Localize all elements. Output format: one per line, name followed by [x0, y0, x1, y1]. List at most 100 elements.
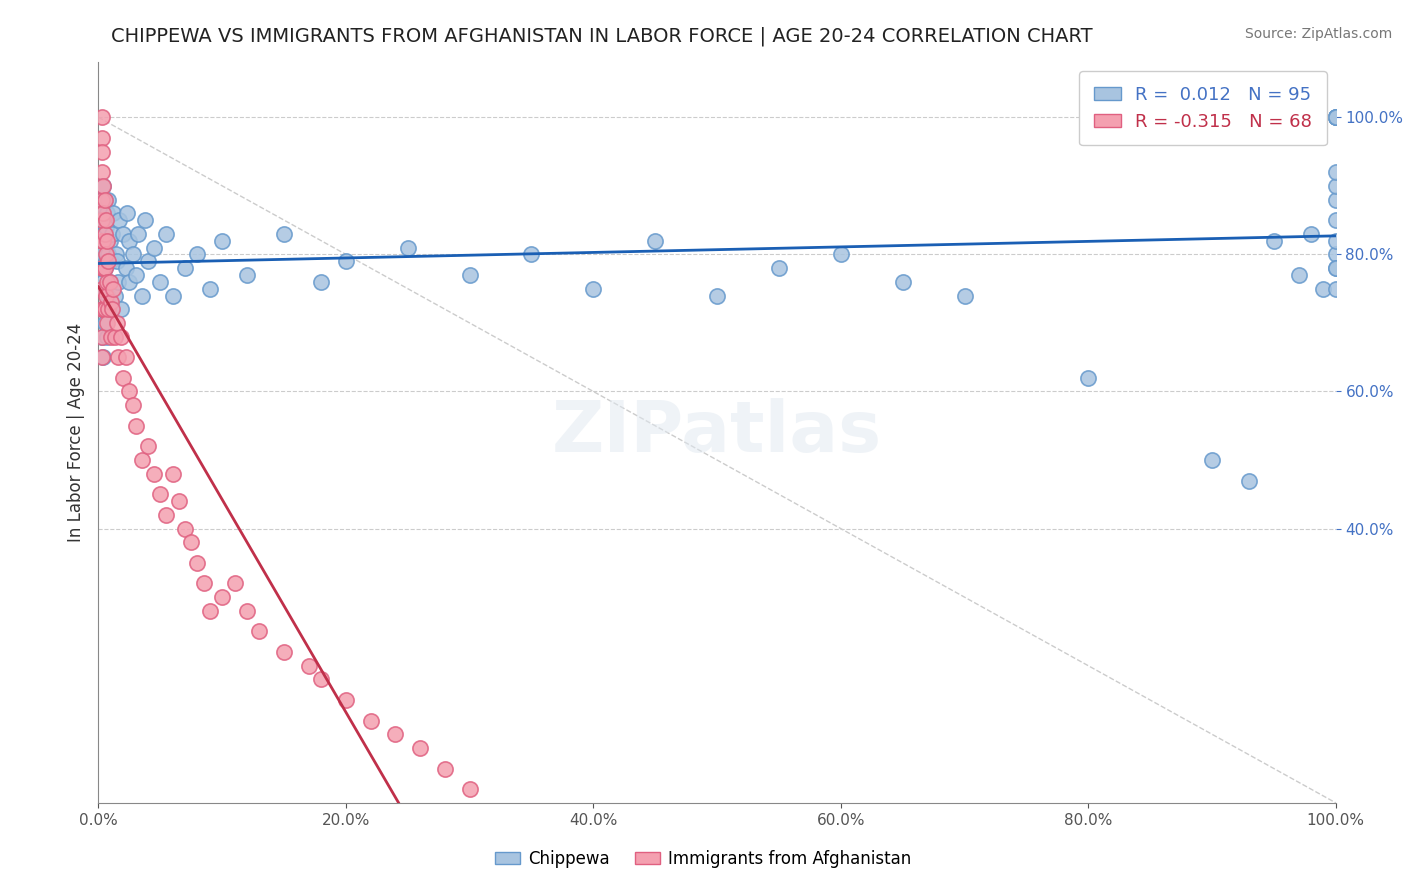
Point [100, 329, 122, 343]
Point [100, 295, 122, 310]
Point [830, 247, 852, 261]
Point [186, 247, 208, 261]
Point [108, 213, 131, 227]
Point [335, 254, 357, 268]
Point [91, 193, 114, 207]
Point [409, 741, 432, 756]
Point [105, 316, 128, 330]
Text: CHIPPEWA VS IMMIGRANTS FROM AFGHANISTAN IN LABOR FORCE | AGE 20-24 CORRELATION C: CHIPPEWA VS IMMIGRANTS FROM AFGHANISTAN … [111, 27, 1092, 46]
Point [112, 371, 135, 385]
Point [224, 576, 246, 591]
Point [1324, 110, 1347, 124]
Point [115, 206, 138, 220]
Point [93, 206, 115, 220]
Point [953, 288, 976, 302]
Point [101, 227, 124, 241]
Point [309, 673, 332, 687]
Point [891, 275, 914, 289]
Point [273, 645, 295, 659]
Point [186, 556, 208, 570]
Point [273, 227, 295, 241]
Point [94, 213, 117, 227]
Point [124, 418, 146, 433]
Y-axis label: In Labor Force | Age 20-24: In Labor Force | Age 20-24 [66, 323, 84, 542]
Point [93, 178, 115, 193]
Point [118, 275, 141, 289]
Point [93, 316, 115, 330]
Point [122, 398, 145, 412]
Point [93, 199, 115, 213]
Point [91, 282, 114, 296]
Point [103, 206, 125, 220]
Point [105, 254, 128, 268]
Point [96, 275, 118, 289]
Point [91, 329, 114, 343]
Point [91, 178, 114, 193]
Point [93, 275, 115, 289]
Point [118, 234, 141, 248]
Point [136, 439, 159, 453]
Point [101, 302, 124, 317]
Point [149, 487, 172, 501]
Point [91, 329, 114, 343]
Point [236, 268, 259, 282]
Point [1324, 282, 1347, 296]
Point [131, 288, 153, 302]
Point [91, 261, 114, 276]
Point [93, 350, 115, 364]
Text: ZIPatlas: ZIPatlas [553, 398, 882, 467]
Point [162, 288, 184, 302]
Point [93, 261, 115, 276]
Point [162, 467, 184, 481]
Point [93, 302, 115, 317]
Point [110, 302, 132, 317]
Point [644, 234, 666, 248]
Point [93, 234, 115, 248]
Point [143, 467, 166, 481]
Point [91, 193, 114, 207]
Point [458, 268, 481, 282]
Point [1324, 110, 1347, 124]
Point [98, 275, 121, 289]
Point [112, 227, 135, 241]
Point [433, 762, 456, 776]
Point [1324, 193, 1347, 207]
Point [127, 227, 149, 241]
Point [335, 693, 357, 707]
Point [396, 240, 419, 255]
Point [1201, 453, 1223, 467]
Point [93, 193, 115, 207]
Point [1324, 110, 1347, 124]
Point [193, 576, 215, 591]
Legend: Chippewa, Immigrants from Afghanistan: Chippewa, Immigrants from Afghanistan [488, 844, 918, 875]
Point [94, 219, 117, 234]
Point [91, 165, 114, 179]
Point [1237, 474, 1260, 488]
Point [93, 227, 115, 241]
Legend: R =  0.012   N = 95, R = -0.315   N = 68: R = 0.012 N = 95, R = -0.315 N = 68 [1080, 71, 1327, 145]
Point [110, 329, 132, 343]
Point [1324, 165, 1347, 179]
Point [93, 193, 115, 207]
Point [91, 213, 114, 227]
Point [96, 329, 118, 343]
Point [298, 658, 321, 673]
Point [1324, 247, 1347, 261]
Point [93, 282, 115, 296]
Point [94, 288, 117, 302]
Point [94, 302, 117, 317]
Point [155, 227, 177, 241]
Point [97, 254, 120, 268]
Point [97, 288, 120, 302]
Point [91, 110, 114, 124]
Point [155, 508, 177, 522]
Text: Source: ZipAtlas.com: Source: ZipAtlas.com [1244, 27, 1392, 41]
Point [93, 261, 115, 276]
Point [198, 282, 221, 296]
Point [134, 213, 156, 227]
Point [100, 254, 122, 268]
Point [458, 782, 481, 797]
Point [1324, 110, 1347, 124]
Point [1263, 234, 1285, 248]
Point [96, 316, 118, 330]
